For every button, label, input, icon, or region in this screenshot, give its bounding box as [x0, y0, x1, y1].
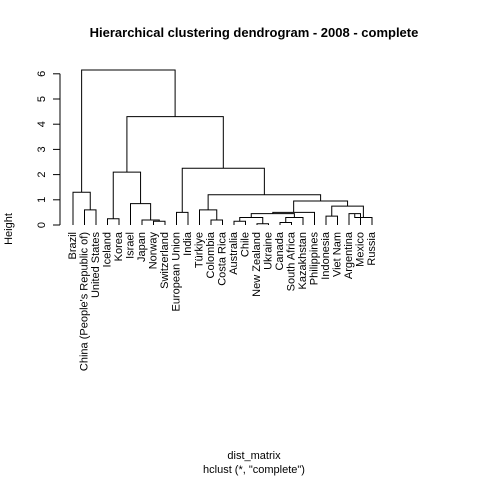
chart-title: Hierarchical clustering dendrogram - 200…: [90, 25, 419, 40]
dendrogram-branch: [72, 191, 91, 225]
leaf-label: Mexico: [355, 232, 367, 267]
leaf-label: Ukraine: [263, 232, 275, 270]
y-axis: 0 1 2 3 4 5 6: [36, 71, 61, 228]
dendrogram-branch: [84, 209, 97, 225]
chart-subtitle: hclust (*, "complete"): [203, 464, 305, 476]
leaf-label: New Zealand: [251, 232, 263, 297]
leaf-label: United States: [90, 232, 102, 299]
y-tick-label: 3: [36, 146, 48, 152]
leaf-label: Costa Rica: [217, 231, 229, 286]
leaf-label: Brazil: [67, 232, 79, 260]
dendrogram-branch: [210, 219, 223, 225]
leaf-label: Canada: [274, 231, 286, 270]
leaf-label: Australia: [228, 231, 240, 275]
dendrogram-branch: [279, 221, 292, 225]
leaf-label: Argentina: [343, 231, 355, 279]
dendrogram-branch: [107, 218, 120, 225]
leaf-label: Kazakhstan: [297, 232, 309, 289]
leaf-label: Türkiye: [194, 232, 206, 268]
leaf-label: Viet Nam: [332, 232, 344, 277]
leaf-label: European Union: [171, 232, 183, 312]
leaf-label: Indonesia: [320, 231, 332, 280]
leaf-label: China (People's Republic of): [79, 232, 91, 371]
y-axis-label: Height: [3, 213, 15, 245]
leaf-label: Chile: [240, 232, 252, 257]
dendrogram-branch: [293, 200, 349, 213]
dendrogram-branch: [153, 220, 166, 225]
y-tick-label: 4: [36, 121, 48, 127]
leaf-label: Japan: [136, 232, 148, 262]
dendrogram-branch: [285, 216, 304, 225]
y-tick-label: 6: [36, 71, 48, 77]
dendrogram-branch: [233, 220, 246, 225]
dendrogram-branch: [126, 116, 224, 173]
dendrogram-branch: [112, 171, 142, 219]
dendrogram-branches: [72, 69, 373, 225]
leaf-label: South Africa: [286, 231, 298, 291]
leaf-label: Iceland: [102, 232, 114, 267]
dendrogram-branch: [176, 211, 189, 225]
dendrogram-branch: [130, 203, 152, 225]
dendrogram-branch: [207, 194, 322, 210]
dendrogram-branch: [81, 69, 176, 193]
x-axis-label: dist_matrix: [227, 450, 281, 462]
leaf-labels: Brazil China (People's Republic of) United…: [67, 231, 378, 371]
leaf-label: Philippines: [309, 232, 321, 286]
dendrogram-branch: [199, 209, 218, 225]
y-tick-label: 5: [36, 96, 48, 102]
dendrogram-branch: [181, 167, 265, 213]
dendrogram-branch: [141, 219, 160, 225]
dendrogram-branch: [272, 211, 315, 225]
leaf-label: Colombia: [205, 231, 217, 278]
leaf-label: India: [182, 231, 194, 256]
leaf-label: Korea: [113, 231, 125, 261]
leaf-label: Israel: [125, 232, 137, 259]
y-tick-label: 1: [36, 197, 48, 203]
y-tick-label: 0: [36, 222, 48, 228]
leaf-label: Norway: [148, 232, 160, 270]
dendrogram-branch: [239, 216, 264, 224]
dendrogram-branch: [325, 215, 338, 225]
dendrogram-branch: [250, 213, 295, 218]
leaf-label: Russia: [366, 231, 378, 266]
y-tick-label: 2: [36, 172, 48, 178]
dendrogram-branch: [256, 223, 269, 225]
leaf-label: Switzerland: [159, 232, 171, 289]
